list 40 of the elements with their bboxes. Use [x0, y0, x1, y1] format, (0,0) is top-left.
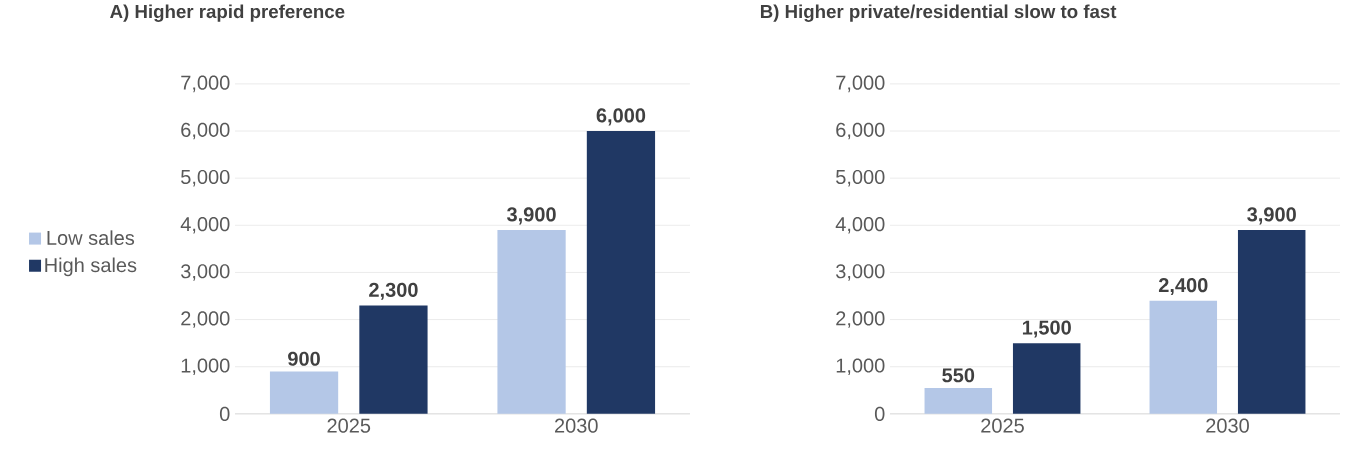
y-tick-label: 1,000 [836, 358, 885, 376]
x-tick-label: 2030 [1206, 418, 1249, 433]
chart-title: B) Higher private/residential slow to fast [760, 4, 1117, 22]
y-tick-label: 2,000 [181, 311, 230, 328]
y-tick-label: 0 [219, 406, 230, 421]
chart-title: A) Higher rapid preference [110, 4, 345, 22]
data-label: 550 [942, 368, 975, 383]
y-tick-label: 4,000 [835, 217, 885, 234]
data-label: 1,500 [1022, 320, 1071, 338]
y-tick-label: 0 [874, 406, 885, 421]
bar [269, 371, 339, 414]
data-label: 3,900 [1247, 207, 1296, 225]
y-tick-label: 1,000 [181, 358, 230, 376]
y-tick-label: 3,000 [181, 264, 230, 281]
y-tick-label: 6,000 [836, 122, 885, 140]
y-tick-label: 3,000 [835, 264, 885, 281]
data-label: 2,300 [369, 282, 418, 300]
bar [1149, 300, 1218, 414]
data-label: 6,000 [596, 108, 646, 126]
y-tick-label: 5,000 [181, 169, 230, 187]
bar [359, 305, 428, 414]
bar [586, 131, 656, 414]
y-tick-label: 7,000 [836, 75, 885, 93]
x-tick-label: 2025 [981, 418, 1024, 433]
data-label: 2,400 [1158, 278, 1208, 296]
bar [497, 230, 566, 414]
data-label: 3,900 [506, 207, 556, 225]
bar [1237, 230, 1306, 414]
data-label: 900 [288, 351, 320, 366]
bar [1012, 343, 1081, 414]
y-tick-label: 6,000 [181, 122, 230, 140]
y-tick-label: 4,000 [180, 217, 230, 234]
x-tick-label: 2025 [327, 418, 371, 433]
bar [924, 388, 993, 414]
legend-label: Low sales [47, 230, 135, 246]
x-tick-label: 2030 [555, 418, 598, 433]
legend-label: High sales [45, 257, 137, 277]
y-tick-label: 5,000 [836, 169, 885, 187]
y-tick-label: 2,000 [836, 311, 885, 328]
y-tick-label: 7,000 [181, 75, 230, 93]
